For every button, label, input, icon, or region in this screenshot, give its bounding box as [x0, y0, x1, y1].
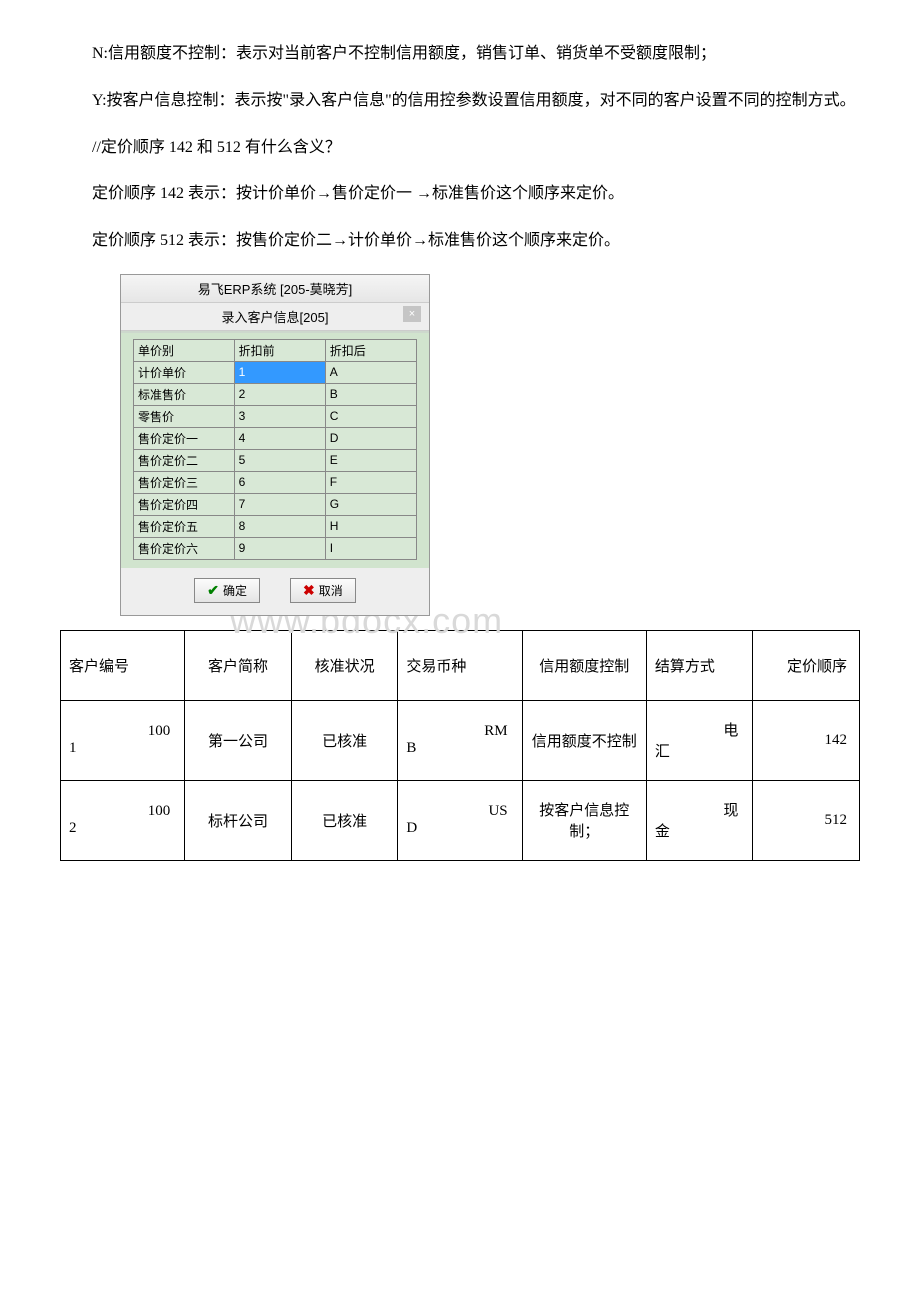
erp-cell-before: 1 — [234, 361, 325, 383]
erp-cell-after: I — [325, 537, 416, 559]
p2-b: 的信用控参数设置信用额度，对不同的客户设置不同的控制方式。 — [392, 92, 856, 109]
erp-row[interactable]: 售价定价四7G — [134, 493, 417, 515]
paragraph-credit-y: Y:按客户信息控制：表示按"录入客户信息"的信用控参数设置信用额度，对不同的客户… — [60, 87, 860, 116]
erp-grid: 单价别 折扣前 折扣后 计价单价1A标准售价2B零售价3C售价定价一4D售价定价… — [121, 331, 429, 568]
erp-header-price-type: 单价别 — [134, 339, 235, 361]
erp-cell-after: F — [325, 471, 416, 493]
erp-cell-after: B — [325, 383, 416, 405]
erp-cell-before: 6 — [234, 471, 325, 493]
erp-cell-name: 零售价 — [134, 405, 235, 427]
erp-cell-name: 售价定价四 — [134, 493, 235, 515]
erp-row[interactable]: 标准售价2B — [134, 383, 417, 405]
erp-cell-before: 4 — [234, 427, 325, 449]
cell-credit: 信用额度不控制 — [522, 700, 646, 780]
cancel-button[interactable]: ✖ 取消 — [290, 578, 356, 603]
p2-quote: "录入客户信息" — [283, 92, 392, 109]
cell-credit: 按客户信息控制； — [522, 780, 646, 860]
erp-cell-name: 售价定价六 — [134, 537, 235, 559]
erp-row[interactable]: 售价定价五8H — [134, 515, 417, 537]
cell-currency: USD — [398, 780, 522, 860]
erp-cell-after: E — [325, 449, 416, 471]
erp-cell-before: 3 — [234, 405, 325, 427]
cell-settlement: 电汇 — [646, 700, 753, 780]
ok-button[interactable]: ✔ 确定 — [194, 578, 260, 603]
paragraph-credit-n: N:信用额度不控制：表示对当前客户不控制信用额度，销售订单、销货单不受额度限制； — [60, 40, 860, 69]
check-icon: ✔ — [207, 582, 219, 599]
erp-button-bar: ✔ 确定 ✖ 取消 — [121, 568, 429, 615]
erp-cell-after: D — [325, 427, 416, 449]
erp-cell-before: 2 — [234, 383, 325, 405]
paragraph-142: 定价顺序 142 表示：按计价单价→售价定价一 →标准售价这个顺序来定价。 — [60, 180, 860, 209]
th-customer-name: 客户简称 — [185, 630, 292, 700]
cell-currency: RMB — [398, 700, 522, 780]
erp-cell-after: G — [325, 493, 416, 515]
cell-status: 已核准 — [291, 780, 398, 860]
cell-customer-id: 1002 — [61, 780, 185, 860]
cell-priceorder: 512 — [753, 780, 860, 860]
erp-header-before: 折扣前 — [234, 339, 325, 361]
th-customer-id: 客户编号 — [61, 630, 185, 700]
erp-cell-after: H — [325, 515, 416, 537]
th-credit: 信用额度控制 — [522, 630, 646, 700]
erp-cell-after: A — [325, 361, 416, 383]
erp-row[interactable]: 售价定价二5E — [134, 449, 417, 471]
erp-row[interactable]: 售价定价一4D — [134, 427, 417, 449]
erp-row[interactable]: 计价单价1A — [134, 361, 417, 383]
erp-cell-name: 售价定价一 — [134, 427, 235, 449]
erp-tabbar: 录入客户信息[205] × — [121, 303, 429, 331]
paragraph-512: 定价顺序 512 表示：按售价定价二→计价单价→标准售价这个顺序来定价。 — [60, 227, 860, 256]
erp-cell-before: 5 — [234, 449, 325, 471]
cell-customer-name: 第一公司 — [185, 700, 292, 780]
th-currency: 交易币种 — [398, 630, 522, 700]
th-status: 核准状况 — [291, 630, 398, 700]
erp-cell-before: 8 — [234, 515, 325, 537]
cell-customer-name: 标杆公司 — [185, 780, 292, 860]
erp-cell-name: 售价定价五 — [134, 515, 235, 537]
erp-row[interactable]: 零售价3C — [134, 405, 417, 427]
erp-cell-after: C — [325, 405, 416, 427]
customer-table: 客户编号 客户简称 核准状况 交易币种 信用额度控制 结算方式 定价顺序 100… — [60, 630, 860, 861]
erp-titlebar: 易飞ERP系统 [205-莫晓芳] — [121, 275, 429, 303]
cell-status: 已核准 — [291, 700, 398, 780]
customer-row: 1001第一公司已核准RMB信用额度不控制电汇142 — [61, 700, 860, 780]
erp-tab-label: 录入客户信息[205] — [222, 307, 329, 326]
customer-row: 1002标杆公司已核准USD按客户信息控制；现金512 — [61, 780, 860, 860]
p2-a: Y:按客户信息控制：表示按 — [92, 92, 283, 109]
cell-settlement: 现金 — [646, 780, 753, 860]
cell-priceorder: 142 — [753, 700, 860, 780]
erp-row[interactable]: 售价定价六9I — [134, 537, 417, 559]
erp-row[interactable]: 售价定价三6F — [134, 471, 417, 493]
th-settlement: 结算方式 — [646, 630, 753, 700]
x-icon: ✖ — [303, 582, 315, 599]
erp-cell-name: 计价单价 — [134, 361, 235, 383]
close-icon[interactable]: × — [403, 306, 421, 322]
erp-header-after: 折扣后 — [325, 339, 416, 361]
erp-cell-before: 9 — [234, 537, 325, 559]
erp-cell-name: 售价定价三 — [134, 471, 235, 493]
erp-cell-name: 标准售价 — [134, 383, 235, 405]
ok-label: 确定 — [223, 582, 247, 599]
cancel-label: 取消 — [319, 582, 343, 599]
cell-customer-id: 1001 — [61, 700, 185, 780]
paragraph-question: //定价顺序 142 和 512 有什么含义？ — [60, 134, 860, 163]
erp-window: 易飞ERP系统 [205-莫晓芳] 录入客户信息[205] × 单价别 折扣前 … — [120, 274, 430, 616]
erp-price-table: 单价别 折扣前 折扣后 计价单价1A标准售价2B零售价3C售价定价一4D售价定价… — [133, 339, 417, 560]
th-priceorder: 定价顺序 — [753, 630, 860, 700]
erp-cell-name: 售价定价二 — [134, 449, 235, 471]
erp-cell-before: 7 — [234, 493, 325, 515]
